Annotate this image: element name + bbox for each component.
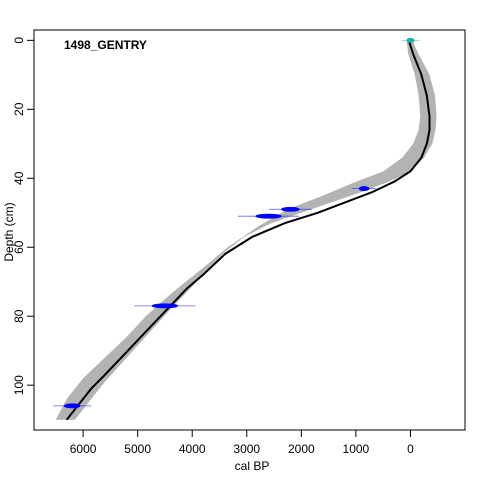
x-tick-label: 4000	[179, 442, 206, 456]
confidence-envelope	[55, 40, 437, 420]
x-tick-label: 1000	[343, 442, 370, 456]
median-age-line	[65, 39, 431, 421]
y-tick-label: 60	[12, 240, 26, 254]
x-tick-label: 3000	[233, 442, 260, 456]
date-probability-mark	[281, 206, 300, 212]
date-probability-mark	[151, 303, 179, 309]
date-probability-mark	[255, 213, 282, 219]
y-tick-label: 40	[12, 171, 26, 185]
site-label: 1498_GENTRY	[64, 38, 147, 52]
plot-area	[53, 37, 437, 421]
dated-samples-layer	[53, 37, 420, 409]
date-probability-mark	[406, 37, 415, 43]
x-tick-label: 6000	[70, 442, 97, 456]
date-probability-mark	[63, 403, 81, 409]
x-tick-label: 2000	[288, 442, 315, 456]
y-axis-title: Depth (cm)	[2, 202, 16, 261]
date-probability-mark	[358, 186, 370, 192]
x-tick-label: 5000	[124, 442, 151, 456]
y-tick-label: 20	[12, 102, 26, 116]
confidence-envelope-layer	[55, 40, 437, 420]
median-curve-layer	[65, 39, 431, 421]
x-axis-title: cal BP	[235, 459, 270, 473]
y-axis: 0 20 40 60 80 100	[12, 37, 35, 395]
x-tick-label: 0	[407, 442, 414, 456]
y-tick-label: 80	[12, 309, 26, 323]
x-axis: 6000 5000 4000 3000 2000 1000 0	[70, 429, 418, 456]
y-tick-label: 100	[12, 375, 26, 395]
y-tick-label: 0	[12, 37, 26, 44]
